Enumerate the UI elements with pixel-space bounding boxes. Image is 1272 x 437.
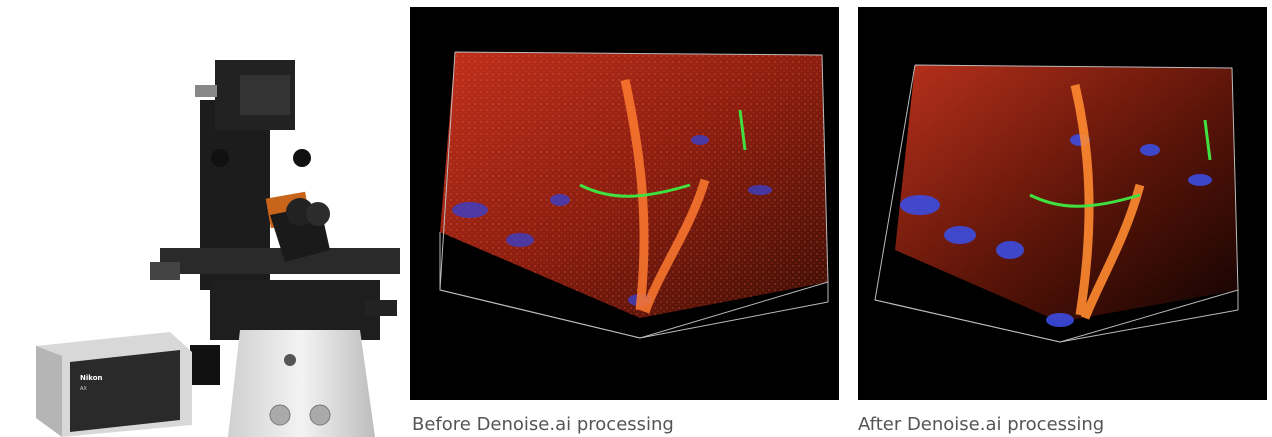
caption-after: After Denoise.ai processing (858, 414, 1105, 435)
model-label: AX (80, 386, 87, 392)
before-image (410, 7, 839, 400)
after-image (858, 7, 1267, 400)
microscope: Nikon AX (36, 60, 400, 437)
caption-before: Before Denoise.ai processing (412, 414, 674, 435)
brand-label: Nikon (80, 374, 103, 382)
